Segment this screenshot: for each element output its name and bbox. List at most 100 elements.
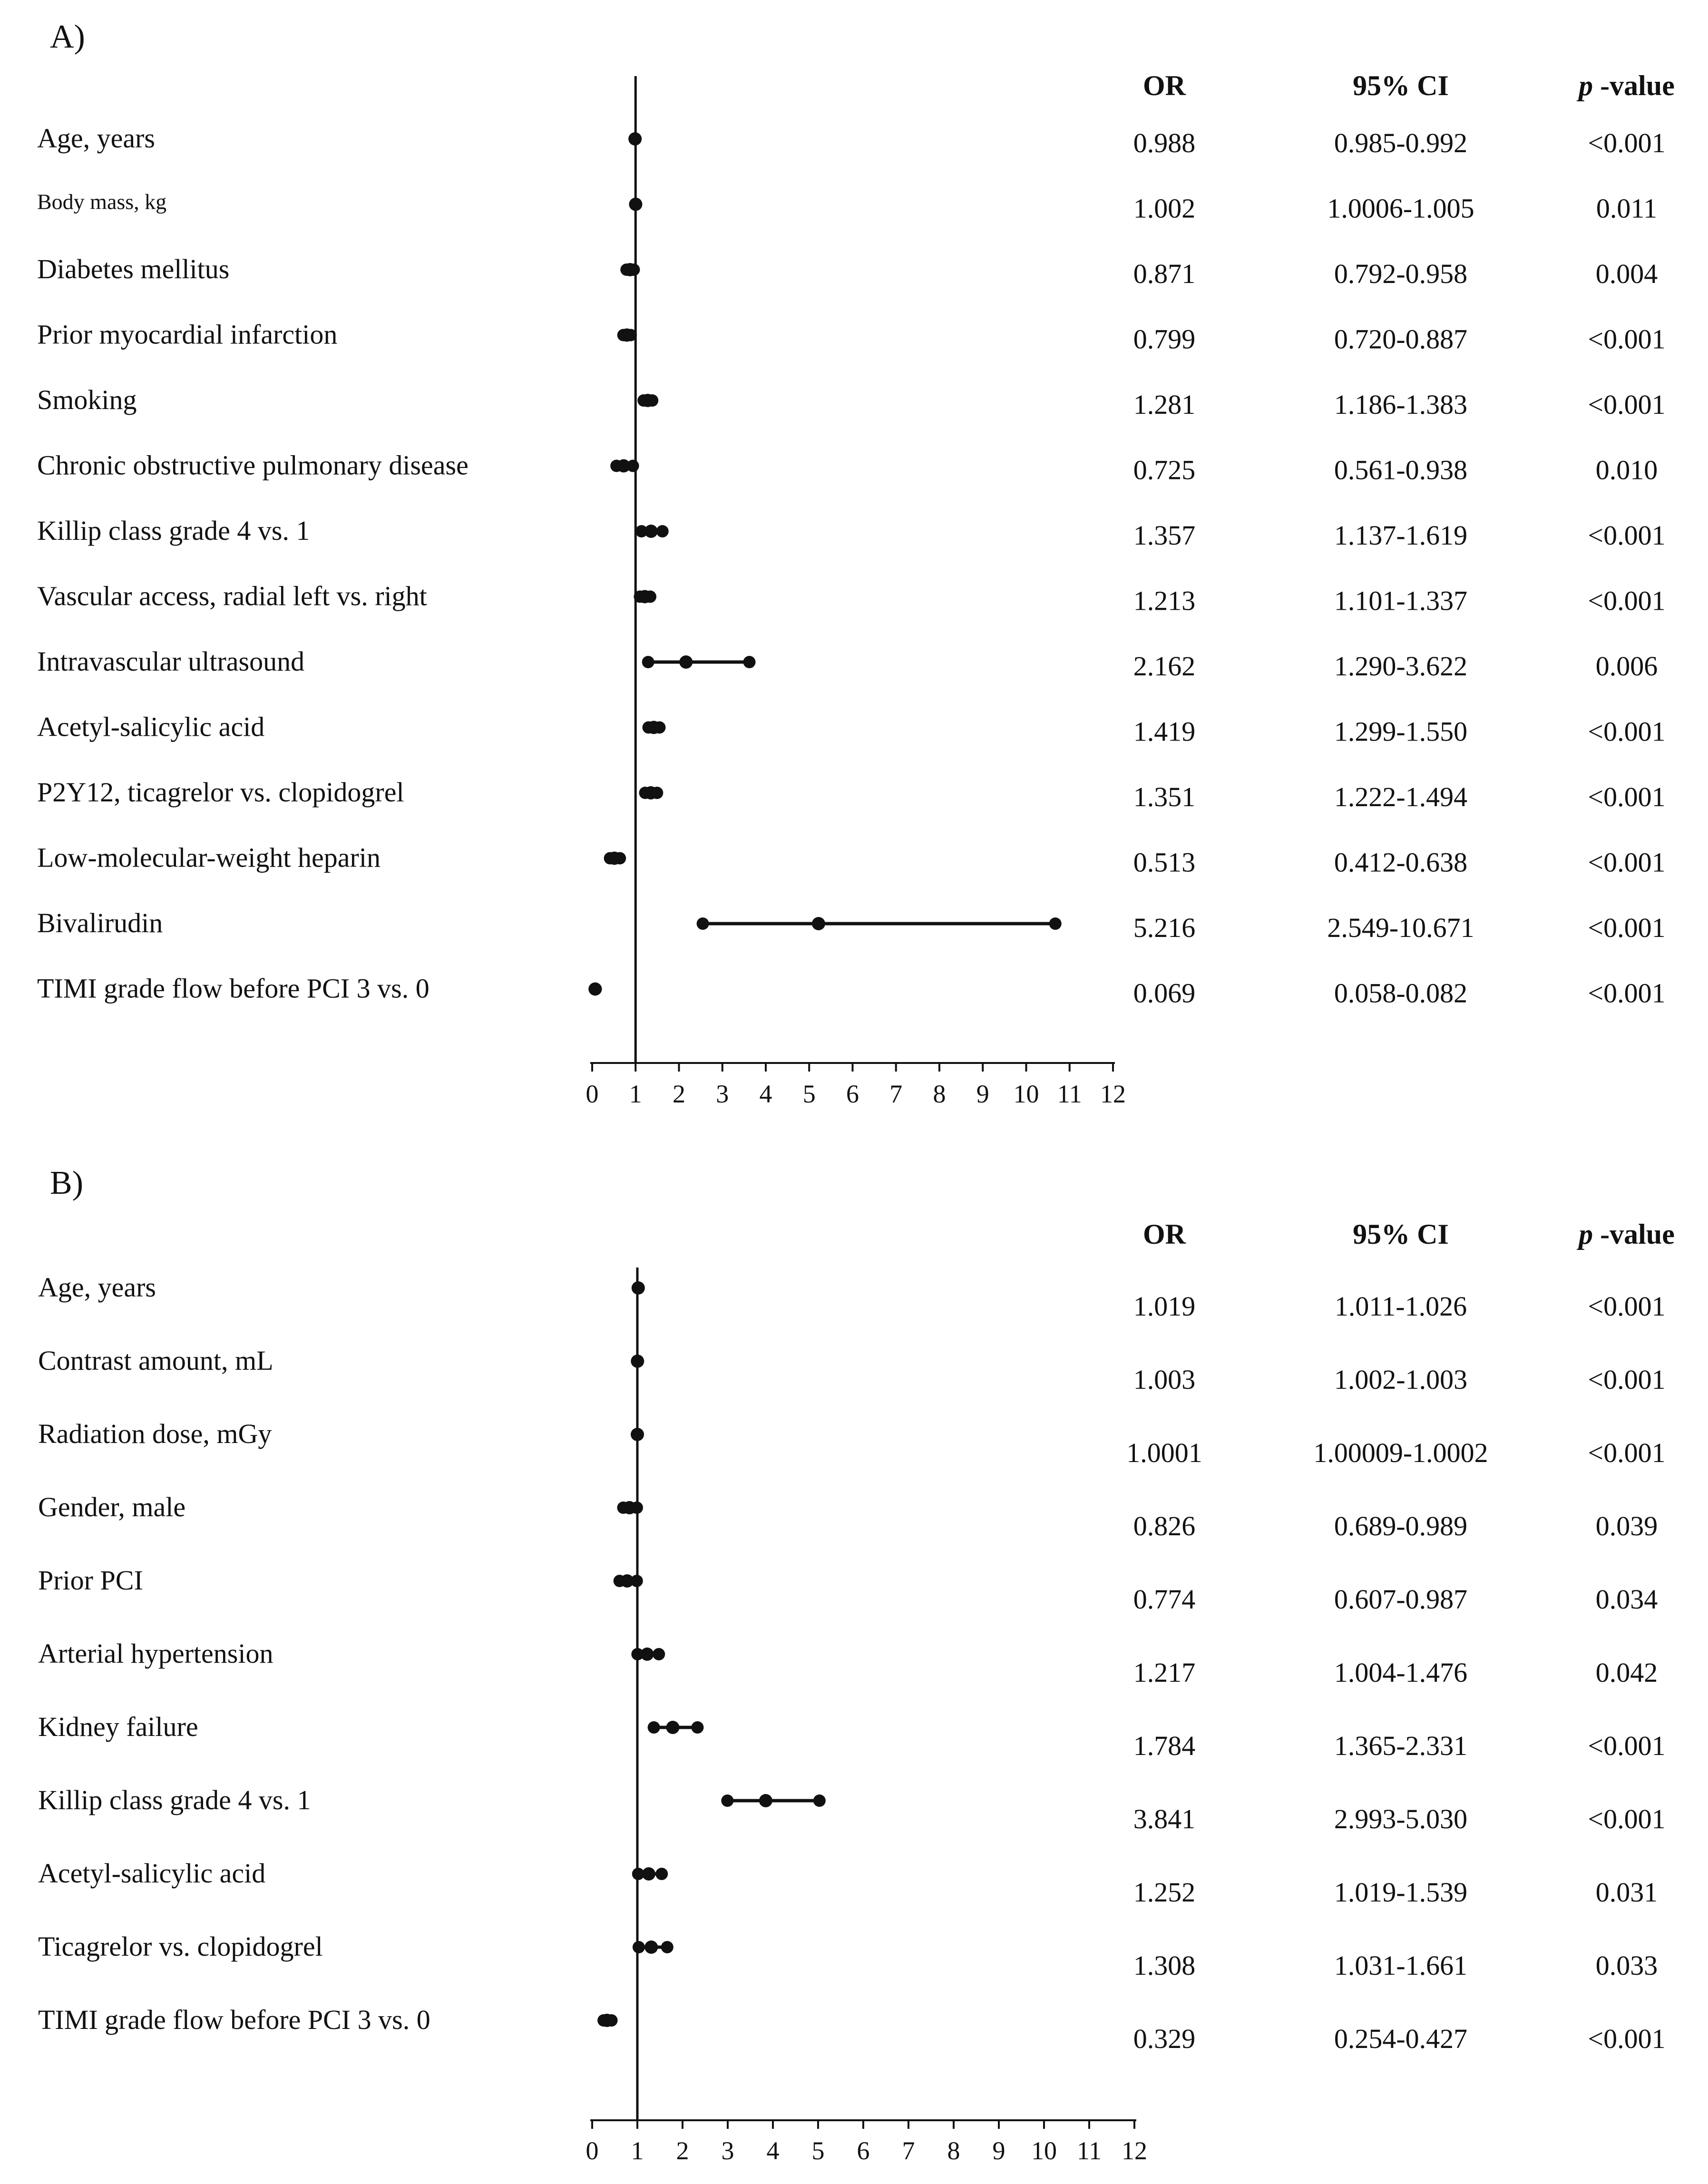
row-label: TIMI grade flow before PCI 3 vs. 0 xyxy=(37,973,429,1004)
row-label: Bivalirudin xyxy=(37,907,163,938)
row-label: Ticagrelor vs. clopidogrel xyxy=(38,1931,323,1962)
p-value: 0.033 xyxy=(1596,1950,1658,1981)
forest-row: Killip class grade 4 vs. 1 3.841 2.993-5.0… xyxy=(38,1784,1666,1834)
or-value: 1.213 xyxy=(1133,585,1196,616)
or-point xyxy=(641,394,654,407)
ci-value: 1.101-1.337 xyxy=(1334,585,1467,616)
or-value: 0.513 xyxy=(1133,847,1196,878)
column-header-or: OR xyxy=(1143,1219,1186,1250)
row-label: Contrast amount, mL xyxy=(38,1345,273,1376)
x-tick-label: 6 xyxy=(857,2136,870,2165)
ci-lower-point xyxy=(721,1794,734,1807)
forest-row: Age, years 0.988 0.985-0.992 <0.001 xyxy=(37,123,1666,158)
or-point xyxy=(811,917,825,930)
forest-row: P2Y12, ticagrelor vs. clopidogrel 1.351 1.… xyxy=(37,777,1666,812)
x-tick-label: 11 xyxy=(1077,2136,1102,2165)
x-tick-label: 8 xyxy=(947,2136,960,2165)
p-value: <0.001 xyxy=(1588,2023,1665,2054)
ci-value: 1.002-1.003 xyxy=(1334,1364,1467,1395)
ci-value: 1.019-1.539 xyxy=(1334,1877,1467,1908)
or-value: 0.799 xyxy=(1133,324,1196,355)
ci-value: 2.549-10.671 xyxy=(1327,912,1474,943)
p-suffix: -value xyxy=(1593,70,1675,101)
or-value: 0.826 xyxy=(1133,1511,1196,1541)
p-value: <0.001 xyxy=(1588,585,1665,616)
row-label: Killip class grade 4 vs. 1 xyxy=(38,1784,311,1815)
ci-upper-point xyxy=(653,1648,665,1660)
or-value: 0.774 xyxy=(1133,1584,1196,1615)
or-point xyxy=(631,1355,644,1368)
row-label: TIMI grade flow before PCI 3 vs. 0 xyxy=(38,2004,430,2035)
p-value: 0.031 xyxy=(1596,1877,1658,1908)
p-value: <0.001 xyxy=(1588,127,1665,158)
p-value: 0.004 xyxy=(1596,258,1658,289)
forest-row: Intravascular ultrasound 2.162 1.290-3.622… xyxy=(37,646,1658,682)
row-label: Arterial hypertension xyxy=(38,1638,273,1669)
p-value: 0.011 xyxy=(1596,193,1657,224)
column-header-ci: 95% CI xyxy=(1353,70,1449,101)
forest-row: Prior myocardial infarction 0.799 0.720-0.… xyxy=(37,319,1666,355)
ci-value: 1.186-1.383 xyxy=(1334,389,1467,420)
ci-value: 1.290-3.622 xyxy=(1334,651,1467,682)
x-tick-label: 8 xyxy=(933,1080,946,1108)
or-value: 1.003 xyxy=(1133,1364,1196,1395)
x-tick-label: 11 xyxy=(1057,1080,1082,1108)
or-value: 1.002 xyxy=(1133,193,1196,224)
forest-row: Body mass, kg 1.002 1.0006-1.005 0.011 xyxy=(37,190,1657,224)
ci-lower-point xyxy=(635,525,648,537)
x-tick-label: 1 xyxy=(631,2136,644,2165)
row-label: Acetyl-salicylic acid xyxy=(38,1858,265,1889)
ci-value: 1.031-1.661 xyxy=(1334,1950,1467,1981)
forest-row: Smoking 1.281 1.186-1.383 <0.001 xyxy=(37,384,1666,420)
ci-upper-point xyxy=(743,656,756,668)
p-value: <0.001 xyxy=(1588,1730,1665,1761)
p-value: <0.001 xyxy=(1588,1364,1665,1395)
or-value: 0.725 xyxy=(1133,455,1196,486)
or-value: 1.217 xyxy=(1133,1657,1196,1688)
row-label: Age, years xyxy=(37,123,155,154)
p-value: 0.006 xyxy=(1596,651,1658,682)
ci-upper-point xyxy=(655,1868,668,1880)
ci-value: 1.365-2.331 xyxy=(1334,1730,1467,1761)
forest-row: Prior PCI 0.774 0.607-0.987 0.034 xyxy=(38,1565,1658,1615)
forest-row: Chronic obstructive pulmonary disease 0.7… xyxy=(37,450,1658,486)
or-point xyxy=(607,851,621,865)
x-tick-label: 5 xyxy=(812,2136,825,2165)
row-label: Chronic obstructive pulmonary disease xyxy=(37,450,468,481)
forest-row: Diabetes mellitus 0.871 0.792-0.958 0.004 xyxy=(37,254,1658,289)
or-value: 1.419 xyxy=(1133,716,1196,747)
ci-value: 1.137-1.619 xyxy=(1334,520,1467,551)
panel-title: A) xyxy=(50,19,85,55)
p-value: 0.039 xyxy=(1596,1511,1658,1541)
ci-value: 0.689-0.989 xyxy=(1334,1511,1467,1541)
ci-value: 1.011-1.026 xyxy=(1335,1291,1467,1322)
ci-value: 0.607-0.987 xyxy=(1334,1584,1467,1615)
or-value: 1.784 xyxy=(1133,1730,1196,1761)
x-tick-label: 4 xyxy=(760,1080,772,1108)
or-point xyxy=(644,1940,658,1954)
or-value: 1.019 xyxy=(1133,1291,1196,1322)
x-tick-label: 4 xyxy=(767,2136,780,2165)
or-point xyxy=(588,982,602,996)
ci-upper-point xyxy=(661,1941,673,1953)
forest-row: TIMI grade flow before PCI 3 vs. 0 0.329 0… xyxy=(38,2004,1666,2054)
forest-row: Kidney failure 1.784 1.365-2.331 <0.001 xyxy=(38,1711,1666,1761)
column-header-p-value: p -value xyxy=(1576,70,1675,101)
or-point xyxy=(623,1501,636,1514)
p-value: <0.001 xyxy=(1588,520,1665,551)
forest-row: Age, years 1.019 1.011-1.026 <0.001 xyxy=(38,1272,1666,1322)
or-point xyxy=(642,1867,655,1881)
panel-title: B) xyxy=(50,1165,83,1201)
ci-upper-point xyxy=(691,1721,704,1734)
or-point xyxy=(631,1281,645,1295)
x-tick-label: 12 xyxy=(1100,1080,1126,1108)
or-value: 0.329 xyxy=(1133,2023,1196,2054)
or-point xyxy=(679,655,693,669)
ci-value: 2.993-5.030 xyxy=(1334,1804,1467,1834)
or-value: 1.281 xyxy=(1133,389,1196,420)
p-value: 0.042 xyxy=(1596,1657,1658,1688)
ci-value: 1.004-1.476 xyxy=(1334,1657,1467,1688)
or-point xyxy=(631,1428,644,1441)
